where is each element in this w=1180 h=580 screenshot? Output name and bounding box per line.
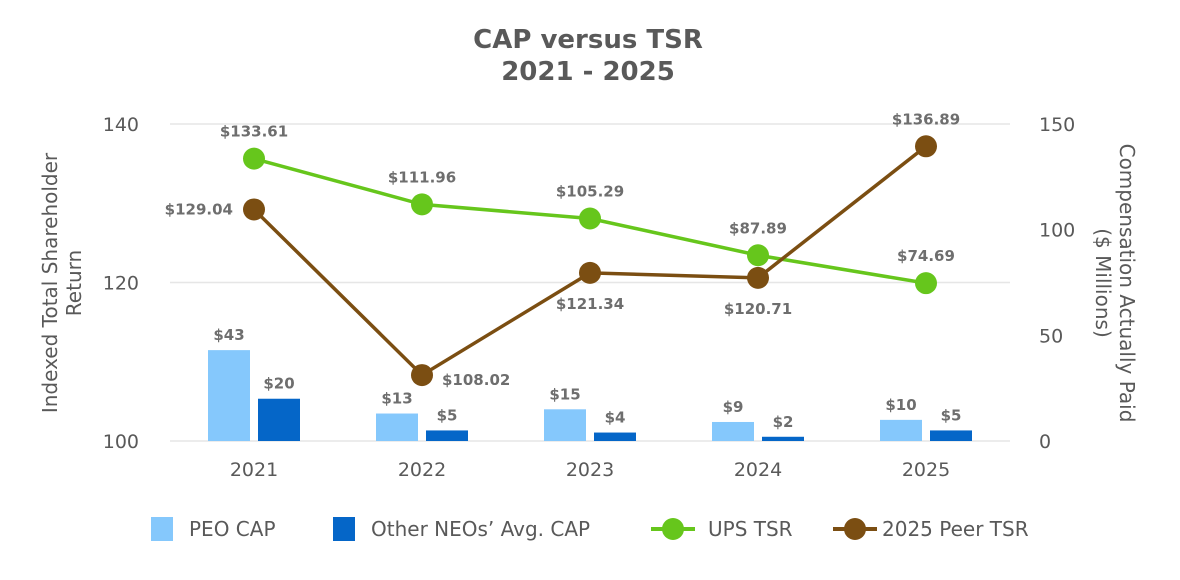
bar <box>880 419 922 441</box>
right-tick-label: 50 <box>1039 325 1063 347</box>
line-point <box>411 364 433 387</box>
bar-data-label: $10 <box>885 396 916 414</box>
legend-label: Other NEOs’ Avg. CAP <box>371 517 590 541</box>
legend-label: 2025 Peer TSR <box>882 517 1029 541</box>
legend-swatch <box>333 517 355 541</box>
left-axis-title-line-1: Indexed Total Shareholder <box>38 152 62 413</box>
bar-data-label: $5 <box>941 406 962 424</box>
line-data-label: $120.71 <box>724 300 792 318</box>
left-axis-ticks: 100 120 140 <box>103 114 139 453</box>
bar <box>208 350 250 441</box>
line-data-label: $136.89 <box>892 110 960 128</box>
line-point <box>747 266 769 289</box>
line-data-label: $74.69 <box>897 247 955 265</box>
line-point <box>747 244 769 267</box>
x-tick-label: 2021 <box>230 459 278 481</box>
line-point <box>243 198 265 221</box>
bar-data-label: $2 <box>773 413 794 431</box>
right-tick-label: 150 <box>1039 114 1075 136</box>
line-point <box>579 207 601 230</box>
x-tick-label: 2024 <box>734 459 782 481</box>
left-axis-title-line-2: Return <box>62 250 86 316</box>
bar <box>930 430 972 441</box>
bar-data-label: $43 <box>213 326 244 344</box>
bar-data-label: $20 <box>263 375 294 393</box>
bars: $43 $13 $15 $9 $10 $20 $5 $4 $2 $5 <box>208 326 972 441</box>
line-data-label: $111.96 <box>388 168 456 186</box>
line-data-label: $129.04 <box>165 200 233 218</box>
right-axis-title-line-2: ($ Millions) <box>1091 228 1115 338</box>
right-axis-title-line-1: Compensation Actually Paid <box>1115 144 1139 423</box>
bar <box>712 421 754 441</box>
line-data-label: $87.89 <box>729 219 787 237</box>
legend-swatch <box>151 517 173 541</box>
legend-label: UPS TSR <box>708 517 793 541</box>
legend-label: PEO CAP <box>189 517 276 541</box>
left-tick-label: 100 <box>103 431 139 453</box>
left-tick-label: 120 <box>103 273 139 295</box>
x-tick-label: 2023 <box>566 459 614 481</box>
line-point <box>411 193 433 216</box>
bar <box>544 409 586 441</box>
legend: PEO CAP Other NEOs’ Avg. CAP UPS TSR 2025 P… <box>151 517 1029 541</box>
series-line <box>252 144 928 378</box>
bar <box>376 413 418 441</box>
left-tick-label: 140 <box>103 114 139 136</box>
right-tick-label: 100 <box>1039 220 1075 242</box>
legend-marker <box>662 518 684 540</box>
line-point <box>915 135 937 158</box>
line-point <box>579 261 601 284</box>
x-tick-label: 2022 <box>398 459 446 481</box>
line-data-label: $105.29 <box>556 182 624 200</box>
bar-data-label: $13 <box>381 390 412 408</box>
bar <box>426 430 468 441</box>
line-data-label: $121.34 <box>556 295 624 313</box>
line-data-label: $108.02 <box>442 371 510 389</box>
bar-data-label: $4 <box>605 409 626 427</box>
x-tick-label: 2025 <box>902 459 950 481</box>
chart-title-line-1: CAP versus TSR <box>473 25 703 55</box>
bar <box>258 398 300 441</box>
bar-data-label: $9 <box>723 398 744 416</box>
bar <box>762 436 804 441</box>
right-tick-label: 0 <box>1039 431 1051 453</box>
line-point <box>915 272 937 295</box>
x-axis-ticks: 2021 2022 2023 2024 2025 <box>230 459 950 481</box>
chart-title-line-2: 2021 - 2025 <box>501 57 675 87</box>
legend-marker <box>844 518 866 540</box>
bar <box>594 432 636 441</box>
bar-data-label: $5 <box>437 406 458 424</box>
line-point <box>243 147 265 170</box>
line-data-label: $133.61 <box>220 123 288 141</box>
right-axis-ticks: 0 50 100 150 <box>1039 114 1075 453</box>
lines: $133.61 $111.96 $105.29 $87.89 $74.69 $129.04… <box>165 110 960 389</box>
bar-data-label: $15 <box>549 385 580 403</box>
